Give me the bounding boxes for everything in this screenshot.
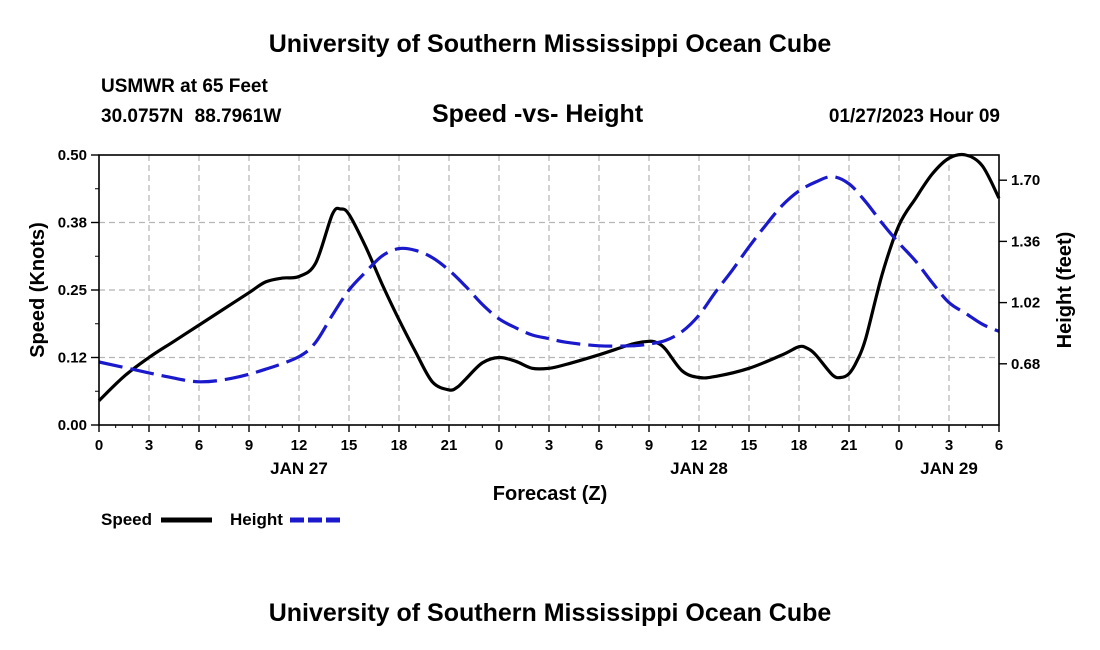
y2-tick-label: 1.02 bbox=[1011, 295, 1040, 312]
x-tick-label: 21 bbox=[841, 437, 858, 454]
x-tick-label: 15 bbox=[741, 437, 758, 454]
y-tick-label: 0.50 bbox=[58, 147, 87, 164]
x-tick-label: 6 bbox=[595, 437, 603, 454]
grid bbox=[99, 155, 999, 425]
chart-subtitle: Speed -vs- Height bbox=[432, 100, 644, 128]
x-tick-label: 3 bbox=[545, 437, 553, 454]
x-tick-label: 9 bbox=[645, 437, 653, 454]
y2-tick-label: 0.68 bbox=[1011, 356, 1040, 373]
x-tick-label: 0 bbox=[95, 437, 103, 454]
legend-speed-label: Speed bbox=[101, 510, 152, 529]
x-tick-label: 12 bbox=[291, 437, 308, 454]
x-axis-label: Forecast (Z) bbox=[493, 483, 607, 505]
chart-main-title: University of Southern Mississippi Ocean… bbox=[268, 30, 832, 58]
x-tick-label: 3 bbox=[945, 437, 953, 454]
day-label: JAN 29 bbox=[920, 459, 978, 478]
x-tick-label: 18 bbox=[391, 437, 408, 454]
x-tick-label: 9 bbox=[245, 437, 253, 454]
x-tick-label: 21 bbox=[441, 437, 458, 454]
y2-tick-label: 1.36 bbox=[1011, 233, 1040, 250]
forecast-datetime: 01/27/2023 Hour 09 bbox=[828, 106, 1000, 127]
x-tick-label: 18 bbox=[791, 437, 808, 454]
y-tick-label: 0.25 bbox=[58, 282, 87, 299]
x-tick-label: 15 bbox=[341, 437, 358, 454]
legend-height-label: Height bbox=[230, 510, 283, 529]
legend: Speed Height bbox=[101, 510, 342, 529]
y-tick-label: 0.12 bbox=[58, 350, 87, 367]
day-label: JAN 28 bbox=[670, 459, 728, 478]
station-coordinates: 30.0757N 88.7961W bbox=[101, 106, 282, 127]
axes: 0 3 6 9 12 15 18 21 0 3 6 9 12 15 18 21 0 3 6 JAN 27 JAN 28 J… bbox=[58, 147, 1040, 478]
series-line-height bbox=[98, 174, 1000, 384]
x-tick-label: 6 bbox=[995, 437, 1003, 454]
y2-axis-label: Height (feet) bbox=[1054, 232, 1076, 349]
day-label: JAN 27 bbox=[270, 459, 328, 478]
series-line-speed bbox=[97, 152, 1001, 402]
x-tick-label: 12 bbox=[691, 437, 708, 454]
y-tick-label: 0.00 bbox=[58, 417, 87, 434]
x-tick-label: 0 bbox=[495, 437, 503, 454]
x-tick-label: 0 bbox=[895, 437, 903, 454]
x-tick-label: 6 bbox=[195, 437, 203, 454]
station-name: USMWR at 65 Feet bbox=[101, 76, 268, 97]
x-tick-label: 3 bbox=[145, 437, 153, 454]
y-axis-label: Speed (Knots) bbox=[27, 222, 49, 358]
footer-title: University of Southern Mississippi Ocean… bbox=[268, 599, 832, 627]
y2-tick-label: 1.70 bbox=[1011, 172, 1040, 189]
series-layer bbox=[97, 152, 1001, 402]
y-tick-label: 0.38 bbox=[58, 215, 87, 232]
